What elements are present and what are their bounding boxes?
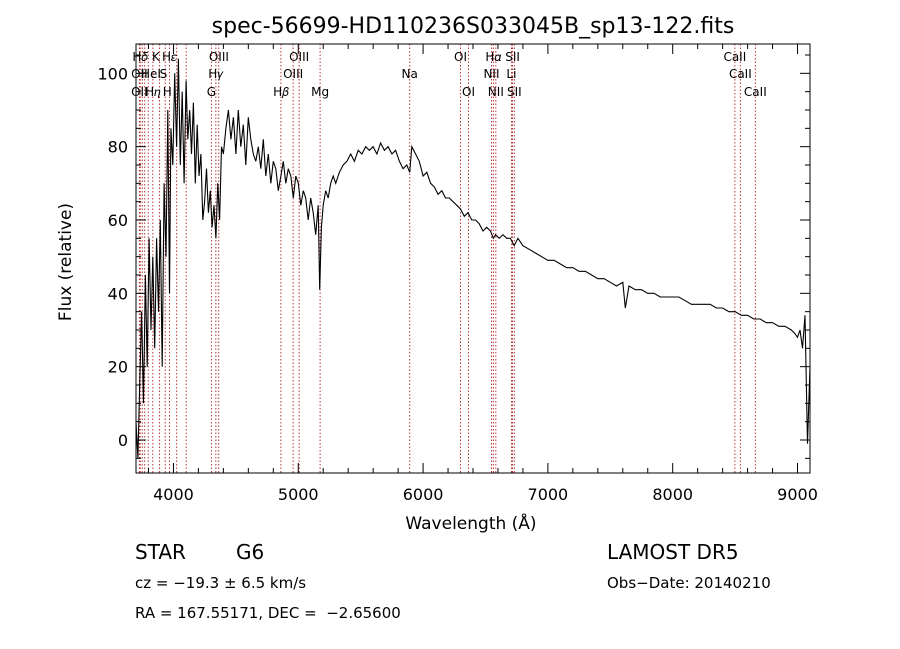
- line-label: Mg: [311, 85, 329, 99]
- line-label: H𝛽: [273, 85, 289, 99]
- line-label: CaII: [723, 50, 746, 64]
- line-label: K: [152, 50, 161, 64]
- line-label: H𝜂: [145, 85, 161, 99]
- line-label: OI: [462, 85, 475, 99]
- line-label: OIII: [209, 50, 229, 64]
- line-label: G: [207, 85, 216, 99]
- y-axis-label: Flux (relative): [56, 203, 76, 321]
- x-tick-label: 8000: [652, 485, 693, 504]
- y-tick-label: 100: [97, 64, 128, 83]
- line-label: OIII: [283, 67, 303, 81]
- y-tick-label: 60: [108, 211, 128, 230]
- x-axis-ticks: 4000 5000 6000 7000 8000 9000: [147, 44, 818, 504]
- line-label: NII: [488, 85, 504, 99]
- x-axis-label: Wavelength (Å): [405, 512, 536, 534]
- line-label: CaII: [729, 67, 752, 81]
- line-label: NII: [483, 67, 499, 81]
- line-label: H𝛾: [208, 67, 224, 81]
- line-label: OIII: [289, 50, 309, 64]
- line-label: H𝛿: [132, 50, 148, 64]
- ra-dec: RA = 167.55171, DEC = −2.65600: [135, 604, 401, 622]
- y-tick-label: 40: [108, 284, 128, 303]
- redshift-text: cz = −19.3 ± 6.5 km/s: [135, 574, 307, 592]
- line-label: H𝜀: [162, 50, 177, 64]
- marker-lines: [138, 44, 756, 473]
- line-label: OI: [454, 50, 467, 64]
- y-tick-label: 80: [108, 138, 128, 157]
- line-label: Na: [402, 67, 418, 81]
- spectrum-chart: spec-56699-HD110236S033045B_sp13-122.fit…: [56, 14, 818, 534]
- y-tick-label: 0: [118, 431, 128, 450]
- y-axis-ticks: 0 20 40 60 80 100: [97, 54, 810, 459]
- line-label: S: [160, 67, 168, 81]
- line-label: H𝛼: [485, 50, 501, 64]
- survey-name: LAMOST DR5: [607, 540, 739, 564]
- chart-title: spec-56699-HD110236S033045B_sp13-122.fit…: [212, 14, 735, 39]
- spectral-subclass: G6: [236, 540, 265, 564]
- line-label: H: [163, 85, 172, 99]
- x-tick-label: 5000: [278, 485, 319, 504]
- spectrum-line: [135, 58, 811, 459]
- x-tick-label: 9000: [777, 485, 818, 504]
- line-label: CaII: [744, 85, 767, 99]
- plot-frame: [135, 43, 811, 474]
- line-label: HeI: [141, 67, 161, 81]
- object-class: STAR: [135, 540, 186, 564]
- x-tick-label: 6000: [403, 485, 444, 504]
- obs-date: Obs−Date: 20140210: [607, 574, 771, 592]
- x-tick-label: 7000: [528, 485, 569, 504]
- line-label: OII: [131, 67, 148, 81]
- x-tick-label: 4000: [153, 485, 194, 504]
- line-label: Li: [506, 67, 516, 81]
- y-tick-label: 20: [108, 358, 128, 377]
- line-label: SII: [505, 50, 520, 64]
- line-label: SII: [507, 85, 522, 99]
